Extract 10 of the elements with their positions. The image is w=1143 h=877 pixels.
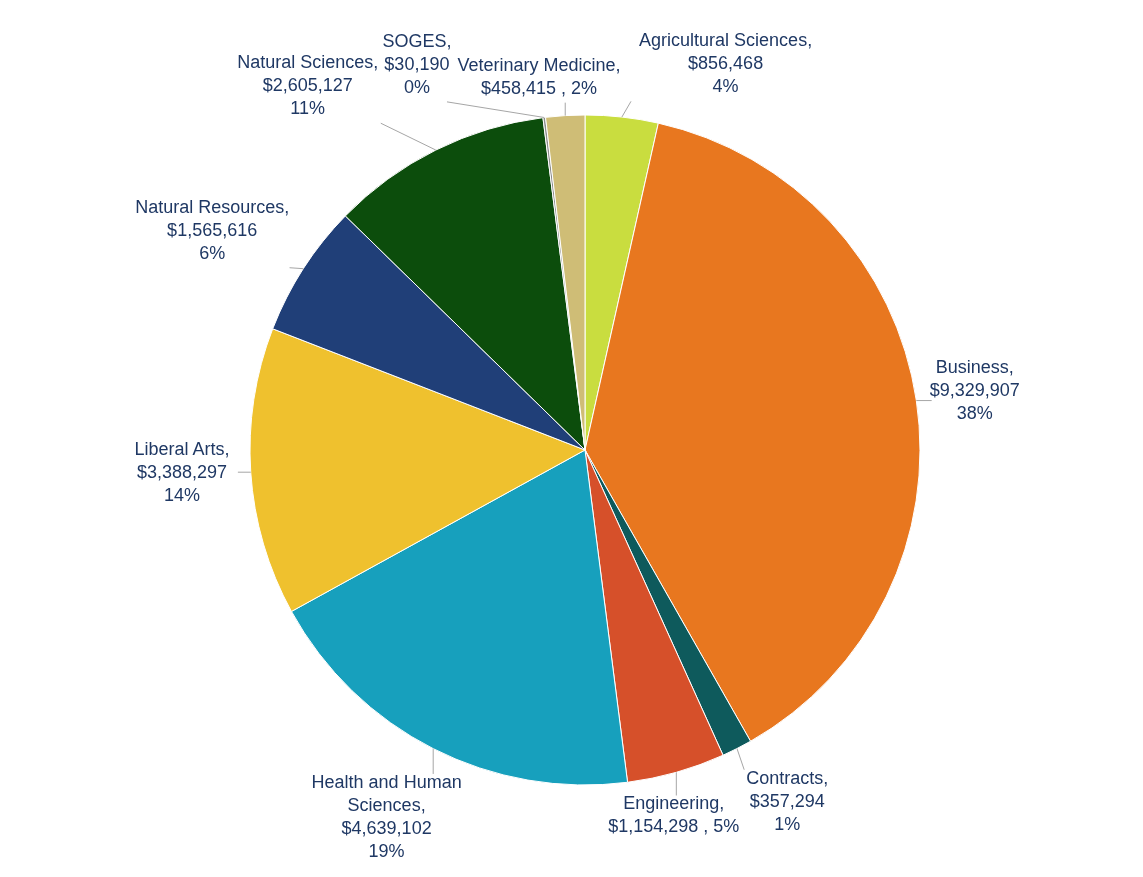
slice-label: Business, $9,329,907 38% — [929, 356, 1020, 423]
slice-label: SOGES, $30,190 0% — [382, 30, 452, 97]
slice-label: Contracts, $357,294 1% — [746, 767, 829, 834]
slice-label: Health and Human Sciences, $4,639,102 19% — [311, 771, 462, 861]
slice-label: Veterinary Medicine, $458,415 , 2% — [457, 54, 621, 98]
slice-label: Natural Resources, $1,565,616 6% — [135, 196, 290, 263]
slice-label: Engineering, $1,154,298 , 5% — [608, 793, 740, 837]
slice-label: Agricultural Sciences, $856,468 4% — [639, 30, 813, 97]
slice-label: Natural Sciences, $2,605,127 11% — [237, 52, 379, 119]
slice-label: Liberal Arts, $3,388,297 14% — [134, 438, 230, 505]
